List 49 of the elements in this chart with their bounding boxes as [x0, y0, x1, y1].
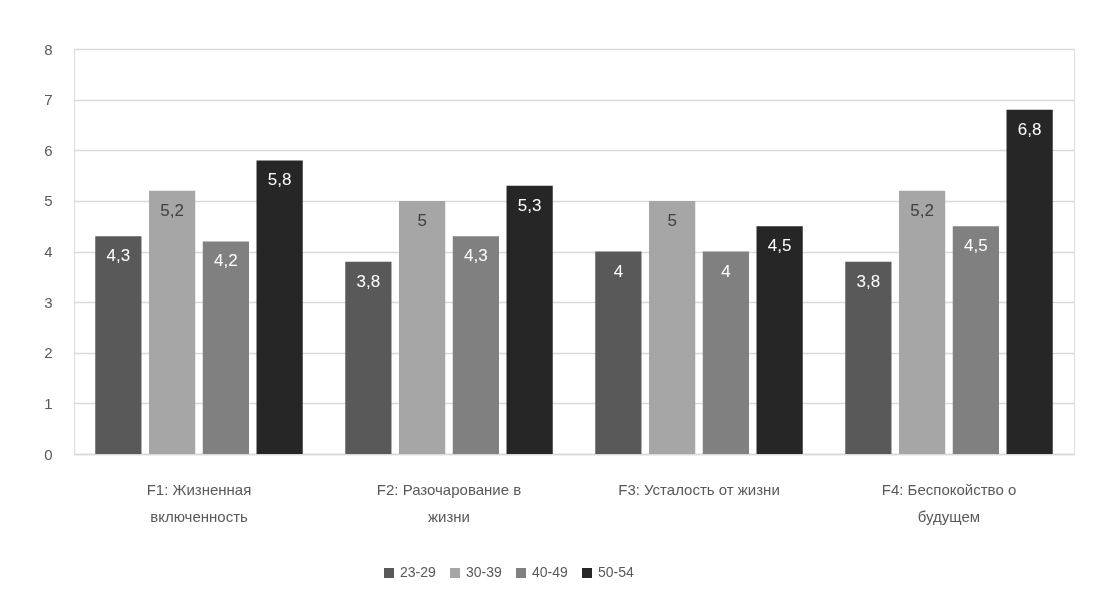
bar: [202, 241, 249, 454]
bar: [845, 261, 892, 454]
data-label: 4,3: [464, 246, 488, 266]
bar: [399, 200, 446, 454]
data-label: 5,2: [910, 200, 934, 220]
data-label: 4,5: [767, 236, 792, 256]
bar: [95, 236, 142, 454]
bar: [756, 226, 803, 454]
y-tick-label: 4: [44, 243, 53, 260]
y-tick-label: 5: [44, 192, 53, 210]
bar: [899, 190, 946, 454]
bar: [702, 251, 749, 454]
data-label: 3,8: [356, 271, 381, 291]
legend-label: 40-49: [532, 564, 569, 580]
x-tick-label: F4: Беспокойство о будущем: [881, 480, 1017, 525]
bar: [506, 185, 553, 454]
y-tick-label: 2: [44, 344, 53, 362]
bar: [256, 160, 303, 454]
data-label: 5,8: [267, 170, 292, 190]
y-tick-label: 0: [44, 445, 53, 463]
bar: [595, 251, 642, 454]
bar: [149, 190, 196, 454]
data-label: 4,2: [214, 251, 238, 271]
bar: [952, 226, 999, 454]
legend-label: 50-54: [598, 564, 635, 580]
legend-label: 30-39: [466, 564, 503, 580]
data-label: 4,5: [964, 236, 988, 256]
data-label: 3,8: [856, 271, 881, 291]
y-tick-label: 1: [44, 394, 53, 412]
data-label: 4: [613, 261, 624, 281]
y-tick-label: 7: [44, 91, 53, 109]
x-tick-label: F1: Жизненная включенность: [146, 480, 252, 525]
legend-label: 23-29: [400, 564, 437, 580]
bar: [649, 200, 696, 454]
y-tick-label: 8: [44, 40, 53, 58]
bar: [452, 236, 499, 454]
y-tick-label: 6: [44, 141, 53, 159]
x-tick-label: F2: Разочарование в жизни: [376, 480, 522, 525]
data-label: 4: [721, 261, 731, 281]
data-label: 5,2: [160, 200, 184, 220]
data-label: 5,3: [517, 195, 542, 215]
data-label: 5: [667, 210, 677, 230]
bar: [1006, 109, 1053, 454]
bar: [345, 261, 392, 454]
x-tick-label: F3: Усталость от жизни: [618, 480, 780, 498]
data-label: 5: [417, 210, 427, 230]
y-tick-label: 3: [44, 293, 53, 311]
data-label: 4,3: [106, 246, 131, 266]
data-label: 6,8: [1017, 119, 1042, 139]
